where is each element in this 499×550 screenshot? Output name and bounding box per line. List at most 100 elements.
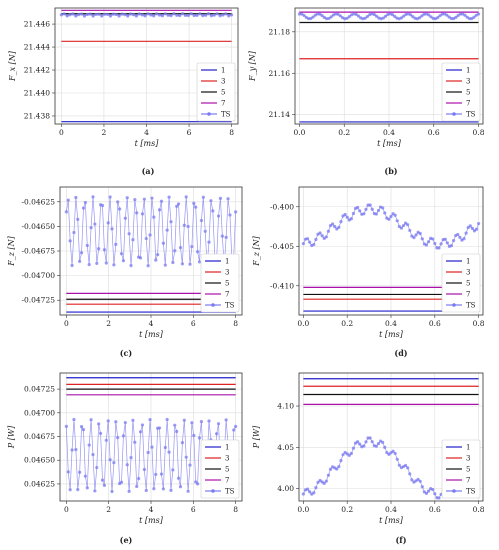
series-point-TS (76, 488, 80, 492)
series-point-TS (212, 13, 216, 17)
series-point-TS (477, 221, 481, 226)
series-point-TS (374, 444, 378, 448)
series-point-TS (157, 426, 162, 430)
series-point-TS (175, 429, 179, 434)
series-point-TS (81, 428, 86, 432)
series-point-TS (439, 242, 443, 246)
series-point-TS (412, 236, 416, 240)
legend-label-5: 5 (466, 280, 470, 288)
y-tick-label: 0.04675 (24, 432, 55, 441)
series-point-TS (81, 206, 86, 210)
series-point-TS (104, 438, 108, 442)
y-axis-label: F_y [N] (248, 50, 257, 82)
series-point-TS (74, 447, 78, 452)
series-point-TS (173, 249, 177, 253)
series-point-TS (221, 13, 225, 17)
y-tick-label: -0.405 (270, 242, 294, 251)
y-tick-label: -0.400 (270, 202, 294, 211)
x-tick-label: 0.4 (385, 505, 397, 514)
series-point-TS (186, 13, 190, 18)
series-point-TS (135, 484, 139, 489)
series-point-TS (197, 260, 202, 264)
x-axis-label: t [ms] (139, 516, 164, 525)
series-point-TS (433, 492, 437, 496)
series-point-TS (167, 450, 171, 454)
series-point-TS (228, 213, 232, 217)
series-point-TS (306, 17, 311, 21)
series-point-TS (426, 240, 431, 244)
series-point-TS (328, 467, 333, 471)
series-point-TS (387, 217, 391, 221)
series-point-TS (108, 458, 112, 462)
series-point-TS (467, 16, 472, 21)
panel-caption: (f) (395, 535, 406, 545)
series-point-TS (216, 214, 221, 218)
series-point-TS (175, 13, 179, 17)
series-point-TS (322, 481, 326, 485)
series-point-TS (301, 492, 305, 496)
chart-panel-2: 0.0 0.2 0.4 0.6 0.8 21.14 21.16 21.18 t [ms] F_y … (248, 7, 485, 176)
y-tick-label: 4.05 (277, 443, 294, 452)
series-point-TS (381, 440, 385, 444)
x-tick-label: 0.4 (385, 319, 397, 328)
series-point-TS (311, 15, 315, 19)
series-point-TS (372, 12, 376, 17)
series-point-TS (142, 467, 146, 472)
series-point-TS (433, 241, 437, 246)
series-point-TS (199, 420, 204, 424)
series-point-TS (429, 15, 433, 19)
series-point-TS (445, 13, 449, 17)
series-point-TS (305, 487, 310, 491)
legend-marker-TS (452, 489, 456, 493)
series-point-TS (464, 231, 468, 235)
series-point-TS (364, 440, 368, 444)
series-point-TS (161, 241, 165, 245)
series-point-TS (370, 440, 374, 444)
series-point-TS (420, 14, 424, 18)
series-point-TS (112, 461, 116, 465)
series-point-TS (408, 228, 412, 233)
series-point-TS (178, 13, 182, 18)
series-point-TS (62, 12, 66, 16)
series-point-TS (309, 16, 313, 21)
series-point-TS (337, 225, 341, 229)
series-point-TS (301, 242, 305, 246)
chart-panel-4: 0.0 0.2 0.4 0.6 0.8 -0.400 -0.405 -0.410 t [ms] F… (252, 186, 485, 358)
series-point-TS (302, 13, 306, 18)
series-point-TS (232, 428, 236, 432)
series-point-TS (330, 222, 335, 226)
series-point-TS (97, 247, 101, 251)
series-point-TS (154, 12, 159, 16)
series-point-TS (472, 15, 476, 19)
legend-label-5: 5 (225, 280, 229, 288)
series-point-TS (218, 14, 222, 18)
legend-marker-TS (207, 112, 211, 116)
series-point-TS (111, 12, 115, 16)
x-tick-label: 4 (144, 128, 149, 137)
series-point-TS (201, 195, 205, 199)
series-point-TS (129, 264, 133, 268)
series-point-TS (194, 205, 198, 209)
series-point-TS (220, 234, 224, 238)
series-point-TS (424, 243, 429, 247)
series-point-TS (327, 16, 331, 21)
series-point-TS (462, 237, 466, 241)
series-point-TS (410, 478, 414, 482)
series-point-TS (362, 212, 366, 216)
series-point-TS (126, 14, 130, 18)
series-point-TS (160, 14, 164, 18)
series-point-TS (146, 450, 150, 455)
series-point-TS (358, 209, 362, 213)
y-tick-label: 21.446 (24, 20, 50, 29)
series-point-TS (100, 478, 105, 482)
y-tick-label: 21.18 (269, 27, 291, 36)
series-point-TS (201, 14, 205, 18)
series-point-TS (341, 453, 345, 457)
series-point-TS (66, 470, 70, 474)
series-point-TS (178, 246, 183, 250)
series-point-TS (370, 207, 374, 211)
series-point-TS (140, 13, 144, 17)
series-point-TS (312, 491, 316, 495)
series-point-TS (345, 215, 349, 219)
